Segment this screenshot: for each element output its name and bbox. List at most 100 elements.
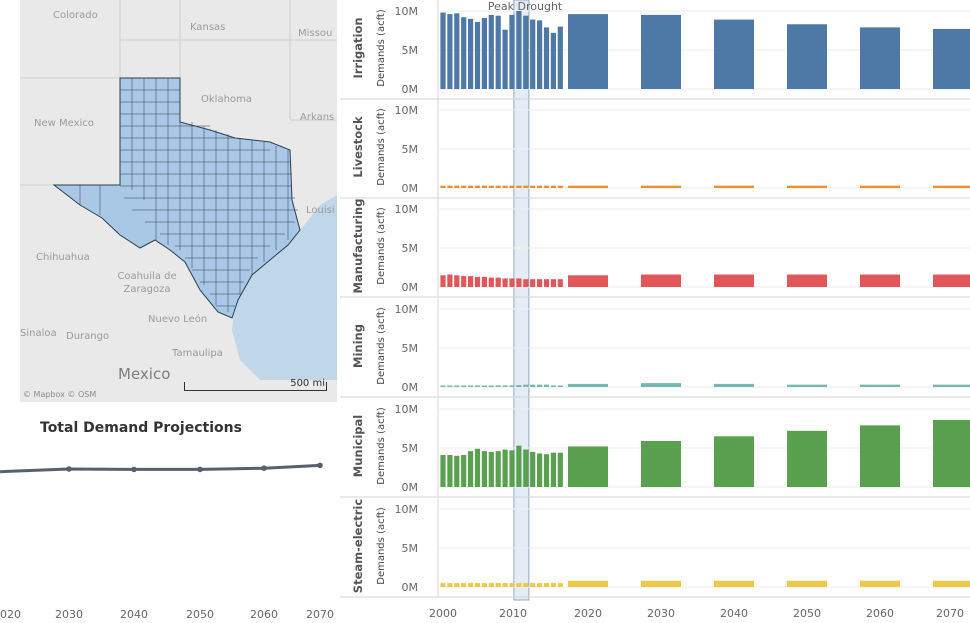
bar-historical[interactable] — [516, 11, 522, 89]
bar-projection[interactable] — [641, 14, 681, 89]
bar-historical[interactable] — [550, 452, 556, 487]
bar-historical[interactable] — [543, 384, 550, 387]
bar-projection[interactable] — [933, 580, 970, 587]
bar-historical[interactable] — [516, 583, 522, 587]
bar-historical[interactable] — [454, 583, 460, 587]
bar-historical[interactable] — [481, 276, 487, 287]
bar-historical[interactable] — [488, 14, 494, 89]
bar-historical[interactable] — [468, 583, 474, 587]
bar-historical[interactable] — [523, 583, 529, 587]
bar-historical[interactable] — [557, 385, 563, 387]
bar-historical[interactable] — [550, 279, 556, 287]
bar-projection[interactable] — [860, 384, 900, 387]
bar-historical[interactable] — [509, 450, 515, 487]
bar-projection[interactable] — [787, 274, 827, 287]
bar-projection[interactable] — [860, 425, 900, 487]
bar-historical[interactable] — [495, 185, 501, 188]
bar-projection[interactable] — [641, 383, 681, 387]
bar-historical[interactable] — [550, 32, 556, 89]
map-canvas[interactable] — [20, 0, 337, 402]
bar-projection[interactable] — [641, 185, 681, 188]
bar-historical[interactable] — [509, 385, 515, 387]
bar-historical[interactable] — [495, 277, 501, 287]
total-demand-line[interactable] — [0, 463, 321, 474]
bar-historical[interactable] — [440, 275, 446, 287]
bar-historical[interactable] — [557, 26, 563, 90]
bar-historical[interactable] — [509, 583, 515, 587]
bar-projection[interactable] — [860, 27, 900, 90]
bar-historical[interactable] — [488, 583, 494, 587]
bar-projection[interactable] — [714, 580, 754, 587]
bar-historical[interactable] — [481, 583, 487, 587]
bar-historical[interactable] — [495, 451, 501, 487]
bar-historical[interactable] — [461, 455, 467, 487]
bar-historical[interactable] — [537, 384, 543, 387]
bar-historical[interactable] — [474, 276, 481, 287]
bar-historical[interactable] — [461, 17, 467, 90]
bar-historical[interactable] — [530, 185, 536, 188]
bar-historical[interactable] — [440, 583, 446, 587]
bar-historical[interactable] — [516, 185, 522, 188]
bar-historical[interactable] — [454, 385, 460, 388]
bar-historical[interactable] — [454, 275, 460, 287]
bar-historical[interactable] — [454, 185, 460, 188]
bar-historical[interactable] — [537, 185, 543, 188]
total-demand-point[interactable] — [197, 466, 203, 473]
bar-projection[interactable] — [568, 14, 608, 89]
bar-historical[interactable] — [495, 583, 501, 587]
bar-projection[interactable] — [933, 419, 970, 487]
total-demand-point[interactable] — [131, 466, 137, 473]
bar-historical[interactable] — [502, 385, 508, 387]
bar-historical[interactable] — [543, 185, 550, 188]
bar-historical[interactable] — [447, 455, 453, 487]
bar-projection[interactable] — [860, 185, 900, 188]
bar-projection[interactable] — [933, 185, 970, 188]
bar-historical[interactable] — [461, 185, 467, 188]
texas-county-map[interactable]: Colorado Kansas Missou Oklahoma Arkans N… — [20, 0, 337, 402]
bar-projection[interactable] — [787, 384, 827, 387]
bar-historical[interactable] — [454, 455, 460, 487]
bar-historical[interactable] — [447, 185, 453, 188]
total-demand-chart[interactable]: 2020 2030 2040 2050 2060 2070 — [0, 440, 338, 623]
bar-historical[interactable] — [550, 385, 556, 387]
bar-projection[interactable] — [714, 383, 754, 387]
bar-projection[interactable] — [787, 430, 827, 487]
bar-projection[interactable] — [714, 436, 754, 487]
bar-historical[interactable] — [516, 385, 522, 387]
bar-historical[interactable] — [474, 448, 481, 487]
bar-historical[interactable] — [502, 185, 508, 188]
bar-projection[interactable] — [641, 440, 681, 487]
bar-historical[interactable] — [550, 583, 556, 587]
bar-historical[interactable] — [516, 445, 522, 487]
bar-historical[interactable] — [557, 185, 563, 188]
bar-historical[interactable] — [523, 449, 529, 487]
bar-historical[interactable] — [495, 385, 501, 387]
bar-historical[interactable] — [530, 384, 536, 387]
bar-historical[interactable] — [537, 279, 543, 287]
bar-projection[interactable] — [933, 274, 970, 287]
bar-historical[interactable] — [488, 451, 494, 487]
bar-historical[interactable] — [440, 385, 446, 388]
bar-historical[interactable] — [502, 583, 508, 587]
bar-historical[interactable] — [530, 19, 536, 89]
bar-historical[interactable] — [523, 185, 529, 188]
bar-projection[interactable] — [568, 580, 608, 587]
bar-historical[interactable] — [461, 583, 467, 587]
bar-historical[interactable] — [509, 185, 515, 188]
bar-projection[interactable] — [860, 580, 900, 587]
bar-historical[interactable] — [481, 185, 487, 188]
bar-historical[interactable] — [523, 279, 529, 287]
bar-historical[interactable] — [447, 14, 453, 89]
demand-by-category-chart[interactable]: 0M 5M 10M Irrigation Demands (acft) 0M 5M 10M Li… — [340, 0, 970, 623]
bar-projection[interactable] — [568, 185, 608, 188]
bar-historical[interactable] — [461, 276, 467, 287]
bar-projection[interactable] — [933, 28, 970, 89]
bar-historical[interactable] — [530, 279, 536, 287]
bar-historical[interactable] — [474, 583, 481, 587]
bar-historical[interactable] — [481, 451, 487, 487]
bar-historical[interactable] — [502, 278, 508, 287]
bar-historical[interactable] — [474, 21, 481, 90]
bar-historical[interactable] — [481, 385, 487, 388]
bar-historical[interactable] — [537, 453, 543, 487]
peak-drought-band[interactable] — [513, 0, 530, 601]
